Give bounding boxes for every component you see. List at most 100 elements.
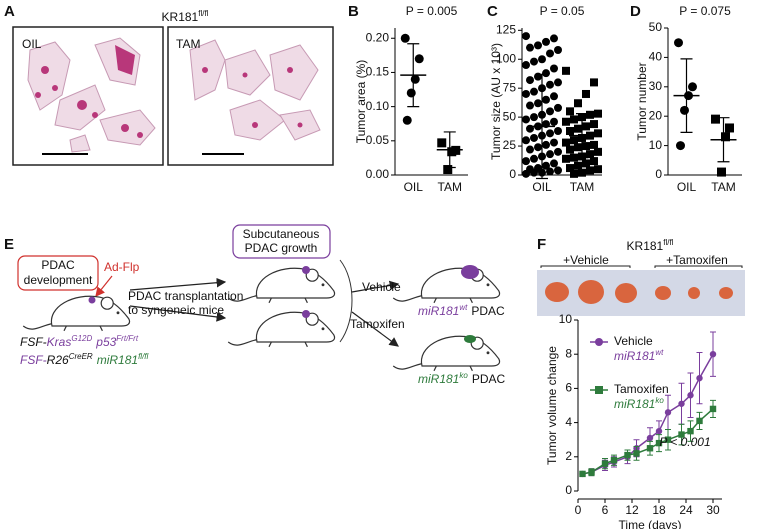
text-part: FSF-	[20, 353, 47, 367]
data-point	[530, 87, 538, 96]
series-line	[582, 353, 714, 475]
panel-label: E	[4, 236, 14, 253]
data-point	[687, 392, 694, 399]
data-point	[530, 133, 538, 142]
x-tick-label: OIL	[677, 180, 697, 194]
text-sup: ko	[459, 371, 468, 380]
data-point	[570, 136, 578, 145]
data-point	[402, 115, 412, 125]
y-axis-label: Tumor number	[635, 62, 649, 140]
data-point	[566, 127, 574, 136]
panel-title: KR181fl/fl	[162, 9, 209, 24]
data-point	[590, 120, 598, 129]
y-tick-label: 0	[509, 167, 516, 181]
data-point	[522, 115, 530, 124]
legend-marker	[595, 338, 603, 346]
chart-title: P = 0.005	[406, 4, 458, 18]
data-point	[546, 107, 554, 116]
y-axis-label: Tumor size (AU x 10³)	[489, 43, 503, 160]
y-tick-label: 4	[565, 415, 572, 429]
data-point	[590, 140, 598, 149]
y-tick-label: 0.10	[366, 99, 390, 113]
error-bar	[680, 58, 693, 133]
image-label: OIL	[22, 37, 42, 51]
data-point	[578, 168, 586, 177]
text-part: PDAC	[471, 304, 505, 318]
text-part: PDAC	[472, 372, 506, 386]
data-point	[406, 88, 416, 98]
data-point	[526, 145, 534, 154]
panel-label: A	[4, 3, 15, 20]
panel-title: KR181fl/fl	[627, 238, 674, 253]
data-point	[709, 351, 717, 358]
data-point	[566, 164, 574, 173]
text-sup: CreER	[69, 352, 93, 361]
data-point	[447, 147, 457, 157]
text-sup: fl/fl	[138, 352, 148, 361]
x-axis-label: Time (days)	[619, 518, 682, 529]
data-point	[530, 57, 538, 66]
box-label: PDAC	[41, 258, 75, 272]
data-point	[574, 124, 582, 133]
y-tick-label: 30	[649, 79, 663, 93]
text-part: KR181	[162, 10, 199, 24]
data-point	[546, 129, 554, 138]
treatment-label: Tamoxifen	[350, 317, 405, 331]
box-label: development	[24, 273, 93, 287]
data-point	[594, 129, 602, 138]
x-tick-label: 18	[652, 503, 666, 517]
data-point	[530, 154, 538, 163]
step-label: PDAC transplantation	[128, 289, 243, 303]
y-tick-label: 50	[503, 109, 517, 123]
group-label: +Vehicle	[563, 253, 609, 267]
data-point	[687, 427, 694, 435]
text-sup: wt	[459, 303, 468, 312]
legend-marker	[595, 386, 603, 394]
chart-title: P = 0.05	[540, 4, 585, 18]
data-point	[443, 165, 453, 175]
group-label: +Tamoxifen	[666, 253, 728, 267]
data-point	[550, 138, 558, 147]
y-tick-label: 6	[565, 381, 572, 395]
histology-image: OIL	[12, 26, 164, 166]
data-point	[582, 142, 590, 151]
data-point	[566, 107, 574, 116]
data-point	[655, 427, 663, 435]
y-tick-label: 100	[496, 51, 516, 65]
data-point	[676, 141, 685, 151]
y-tick-label: 10	[559, 312, 573, 326]
data-point	[550, 92, 558, 101]
y-tick-label: 10	[649, 138, 663, 152]
x-tick-label: 24	[679, 503, 693, 517]
data-point	[550, 159, 558, 168]
data-point	[410, 74, 420, 84]
data-point	[696, 417, 703, 425]
data-point	[522, 32, 530, 41]
text-part: FSF-	[20, 335, 47, 349]
y-tick-label: 125	[496, 22, 516, 36]
data-point	[542, 37, 550, 46]
data-point	[554, 45, 562, 54]
treatment-label: Vehicle	[362, 280, 401, 294]
annotation: P < 0.001	[659, 435, 710, 449]
data-point	[610, 457, 618, 464]
x-tick-label: OIL	[404, 180, 424, 194]
data-point	[522, 169, 530, 178]
chart-title: P = 0.075	[679, 4, 731, 18]
data-point	[546, 80, 554, 89]
y-tick-label: 2	[565, 449, 572, 463]
legend-genotype: miR181wt	[614, 348, 664, 363]
genotype-label: FSF-KrasG12D p53Frt/Frt	[20, 334, 139, 349]
text-sup: fl/fl	[198, 9, 208, 18]
data-point	[696, 374, 703, 382]
error-bar	[407, 43, 420, 108]
data-point	[601, 460, 609, 467]
y-tick-label: 0.00	[366, 167, 390, 181]
data-point	[678, 431, 685, 438]
data-point	[562, 66, 570, 75]
data-point	[570, 115, 578, 124]
y-tick-label: 0.20	[366, 30, 390, 44]
data-point	[655, 439, 663, 447]
data-point	[594, 147, 602, 156]
